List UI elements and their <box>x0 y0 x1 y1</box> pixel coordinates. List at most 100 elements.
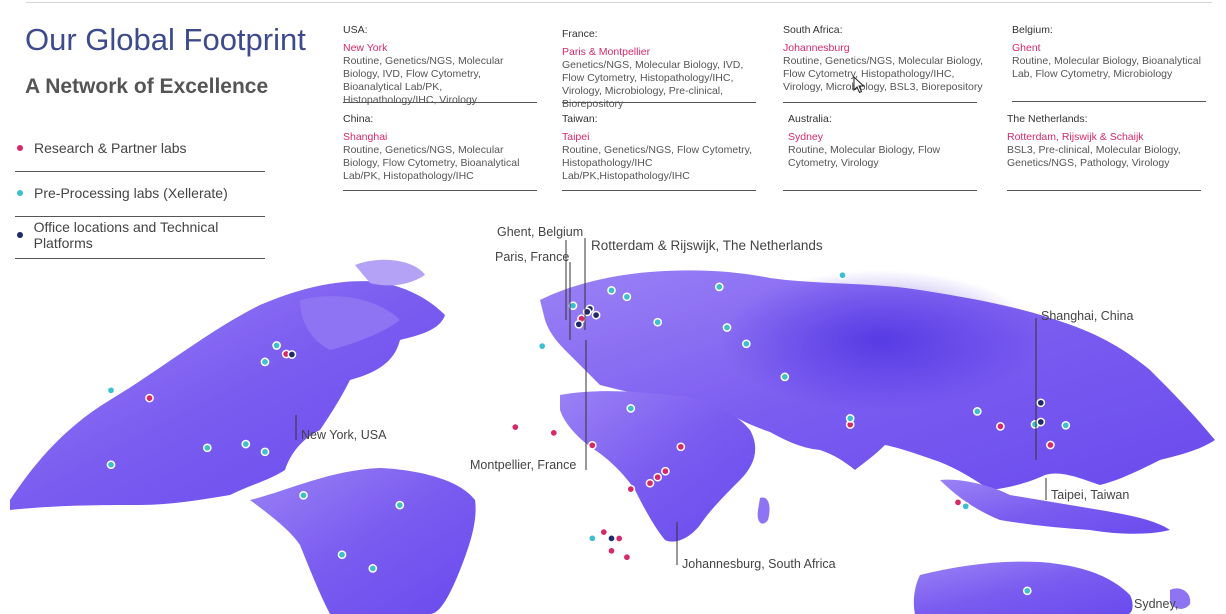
site-city: Taipei <box>562 131 590 143</box>
south-america-landmass <box>250 468 476 614</box>
label-newyork: New York, USA <box>301 428 387 442</box>
site-card-south-africa: South Africa: Johannesburg Routine, Gene… <box>783 24 988 103</box>
label-rotterdam: Rotterdam & Rijswijk, The Netherlands <box>591 238 823 253</box>
preprocessing-marker[interactable] <box>1022 586 1032 596</box>
preprocessing-marker[interactable] <box>607 286 616 295</box>
office-marker[interactable] <box>591 310 601 320</box>
site-city: Shanghai <box>343 131 388 143</box>
site-card-netherlands: The Netherlands: Rotterdam, Rijswijk & S… <box>1007 113 1202 191</box>
top-divider <box>26 2 1212 3</box>
legend-item-research: Research & Partner labs <box>15 137 265 172</box>
preprocessing-marker[interactable] <box>260 447 270 457</box>
preprocessing-marker[interactable] <box>368 564 378 573</box>
page-title: Our Global Footprint <box>25 22 306 57</box>
preprocessing-marker[interactable] <box>845 414 855 423</box>
preprocessing-marker[interactable] <box>961 501 971 511</box>
preprocessing-dot-icon <box>17 190 23 196</box>
research-marker[interactable] <box>645 478 655 488</box>
preprocessing-marker[interactable] <box>972 407 982 416</box>
preprocessing-marker[interactable] <box>537 341 547 351</box>
preprocessing-marker[interactable] <box>622 292 632 302</box>
preprocessing-marker[interactable] <box>106 460 116 470</box>
research-marker[interactable] <box>599 527 609 537</box>
office-marker[interactable] <box>287 350 297 359</box>
site-city: New York <box>343 42 388 54</box>
site-country: China: <box>343 113 374 125</box>
research-marker[interactable] <box>614 534 624 543</box>
site-card-france: France: Paris & Montpellier Genetics/NGS… <box>562 28 767 111</box>
legend-item-preprocessing: Pre-Processing labs (Xellerate) <box>15 182 265 217</box>
office-marker[interactable] <box>1036 398 1046 408</box>
site-city: Johannesburg <box>783 42 850 54</box>
page-subtitle: A Network of Excellence <box>25 75 269 98</box>
preprocessing-marker[interactable] <box>1061 420 1071 430</box>
eurasia-landmass <box>540 270 1215 490</box>
legend-label: Research & Partner labs <box>34 140 187 156</box>
greenland-landmass <box>355 259 425 286</box>
research-marker[interactable] <box>587 440 597 450</box>
research-marker[interactable] <box>510 422 520 432</box>
site-country: The Netherlands: <box>1007 113 1088 125</box>
site-country: Belgium: <box>1012 24 1053 36</box>
preprocessing-marker[interactable] <box>241 439 251 449</box>
preprocessing-marker[interactable] <box>106 385 116 395</box>
preprocessing-marker[interactable] <box>202 443 212 453</box>
preprocessing-marker[interactable] <box>272 341 281 350</box>
north-america-landmass <box>10 281 445 510</box>
site-capabilities: Routine, Molecular Biology, Flow Cytomet… <box>788 144 941 169</box>
research-marker[interactable] <box>145 393 154 403</box>
site-city: Ghent <box>1012 42 1041 54</box>
site-card-belgium: Belgium: Ghent Routine, Molecular Biolog… <box>1012 24 1206 102</box>
preprocessing-marker[interactable] <box>780 372 790 382</box>
site-city: Sydney <box>788 131 824 143</box>
research-marker[interactable] <box>607 546 616 556</box>
office-marker[interactable] <box>607 534 616 543</box>
marker-layer <box>106 270 1071 596</box>
preprocessing-marker[interactable] <box>838 270 847 280</box>
research-marker[interactable] <box>676 442 686 452</box>
site-capabilities: Routine, Genetics/NGS, Flow Cytometry, H… <box>562 144 753 182</box>
research-marker[interactable] <box>549 428 559 438</box>
preprocessing-marker[interactable] <box>568 301 578 311</box>
preprocessing-marker[interactable] <box>653 317 663 327</box>
new-zealand-landmass <box>1170 588 1191 609</box>
research-marker[interactable] <box>626 484 636 494</box>
preprocessing-marker[interactable] <box>626 404 636 413</box>
preprocessing-marker[interactable] <box>741 339 751 349</box>
research-marker[interactable] <box>653 472 663 482</box>
site-capabilities: Genetics/NGS, Molecular Biology, IVD, Fl… <box>562 59 744 110</box>
research-marker[interactable] <box>996 422 1005 431</box>
office-marker[interactable] <box>1036 417 1046 427</box>
site-capabilities: BSL3, Pre-clinical, Molecular Biology, G… <box>1007 144 1181 169</box>
preprocessing-marker[interactable] <box>587 533 597 543</box>
preprocessing-marker[interactable] <box>395 500 405 510</box>
site-card-australia: Australia: Sydney Routine, Molecular Bio… <box>783 113 982 191</box>
label-ghent: Ghent, Belgium <box>497 225 583 239</box>
label-paris: Paris, France <box>495 250 569 264</box>
research-marker[interactable] <box>1046 440 1055 450</box>
legend-item-office: Office locations and Technical Platforms <box>15 219 265 259</box>
preprocessing-marker[interactable] <box>337 550 347 560</box>
research-marker[interactable] <box>953 498 963 507</box>
preprocessing-marker[interactable] <box>260 357 270 367</box>
site-country: Australia: <box>788 113 832 125</box>
label-shanghai: Shanghai, China <box>1041 309 1133 323</box>
preprocessing-marker[interactable] <box>299 490 308 500</box>
site-country: South Africa: <box>783 24 843 36</box>
site-city: Paris & Montpellier <box>562 46 651 58</box>
mouse-cursor-icon <box>853 76 865 94</box>
research-marker[interactable] <box>661 466 670 476</box>
site-capabilities: Routine, Genetics/NGS, Molecular Biology… <box>343 55 504 106</box>
site-capabilities: Routine, Genetics/NGS, Molecular Biology… <box>783 55 983 93</box>
research-marker[interactable] <box>622 552 632 562</box>
australia-landmass <box>913 561 1133 614</box>
preprocessing-marker[interactable] <box>714 282 724 292</box>
label-montpellier: Montpellier, France <box>470 458 576 472</box>
site-card-usa: USA: New York Routine, Genetics/NGS, Mol… <box>343 24 537 107</box>
office-marker[interactable] <box>574 319 584 329</box>
africa-landmass <box>560 391 756 542</box>
preprocessing-marker[interactable] <box>722 323 732 332</box>
label-johannesburg: Johannesburg, South Africa <box>682 557 836 571</box>
site-card-taiwan: Taiwan: Taipei Routine, Genetics/NGS, Fl… <box>562 113 756 191</box>
